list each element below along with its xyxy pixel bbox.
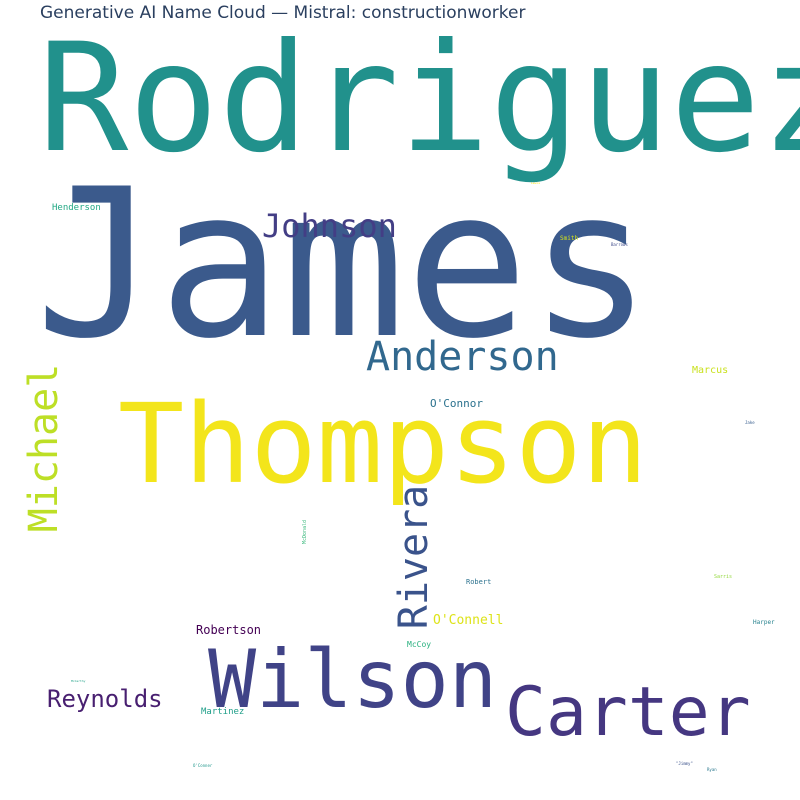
word-wilson: Wilson (208, 633, 497, 726)
word-oconner: O'Conner (193, 763, 213, 768)
word-marcus: Marcus (692, 365, 728, 376)
word-smith: Smith (560, 235, 578, 242)
word-rodriguez: Rodriguez (38, 12, 800, 186)
word-johnson: Johnson (262, 207, 397, 245)
word-rivera: Rivera (391, 485, 437, 630)
word-barrows: Barrows (611, 242, 628, 247)
word-harper: Harper (753, 619, 775, 626)
word-mccarthy: McCarthy (71, 679, 86, 683)
word-oconnell: O'Connell (433, 613, 503, 628)
word-martinez: Martinez (201, 707, 244, 717)
word-sarris: Sarris (714, 574, 732, 580)
word-ryan: Ryan (707, 767, 717, 772)
word-jimmy: "Jimmy" (676, 761, 693, 766)
word-carter: Carter (505, 673, 751, 752)
chart-title: Generative AI Name Cloud — Mistral: cons… (40, 3, 526, 23)
word-henderson: Henderson (52, 203, 101, 213)
word-james: James (35, 146, 652, 384)
word-anderson: Anderson (366, 334, 559, 380)
word-mccoy: McCoy (407, 640, 431, 649)
word-mcdonald: McDonald (302, 520, 308, 544)
word-lewis: Lewis (531, 181, 540, 185)
word-michael: Michael (21, 364, 67, 533)
word-reynolds: Reynolds (47, 685, 163, 713)
word-jake: Jake (745, 420, 755, 425)
word-robert: Robert (466, 578, 491, 586)
word-robertson: Robertson (196, 623, 261, 637)
word-thompson: Thompson (118, 380, 648, 508)
word-oconnor: O'Connor (430, 397, 483, 410)
